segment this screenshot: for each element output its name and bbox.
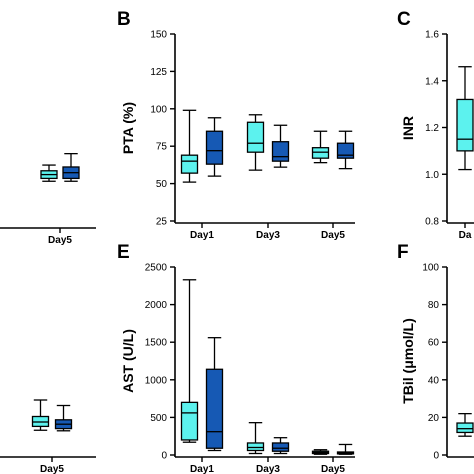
box-dark-Day5	[62, 152, 80, 182]
box-light-Day3	[246, 422, 265, 455]
y-tick-label: 500	[150, 413, 167, 424]
box-dark-Day5	[54, 404, 73, 432]
panel-letter-e: E	[117, 242, 130, 263]
y-axis-title: AST (U/L)	[120, 329, 136, 393]
box-dark-Day5	[336, 443, 355, 455]
y-tick-label: 75	[156, 142, 168, 153]
y-tick-label: 1000	[145, 375, 168, 386]
y-tick-label: 50	[156, 179, 168, 190]
x-tick-label-day5: Day5	[48, 235, 72, 246]
y-tick-label: 150	[150, 30, 167, 41]
box-light-Day5	[311, 449, 330, 455]
box-dark-Day1	[205, 117, 224, 177]
box-iqr	[311, 147, 330, 159]
y-axis-title: PTA (%)	[120, 102, 136, 154]
panel-d: Day5	[0, 399, 96, 474]
y-tick-label: 2500	[145, 263, 168, 274]
box-light-Day5	[40, 164, 58, 182]
y-tick-label: 2000	[145, 300, 168, 311]
y-axis-title: INR	[400, 116, 416, 140]
box-iqr	[336, 142, 355, 159]
panel-c: C 0.8 1.0 1.2 1.4 1.6 INR Da	[397, 9, 474, 241]
box-light-Day1	[180, 109, 199, 183]
box-iqr	[246, 442, 265, 452]
x-tick-label-day3: Day3	[256, 230, 280, 241]
y-tick-label: 100	[422, 263, 439, 274]
box-iqr	[456, 422, 474, 434]
box-light-Da	[456, 66, 474, 171]
y-tick-label: 0	[433, 451, 439, 462]
box-light-Day3	[246, 114, 265, 171]
box-iqr	[205, 130, 224, 165]
x-tick-label-day5: Day5	[321, 464, 345, 474]
box-iqr	[246, 121, 265, 153]
box-light-cat	[456, 412, 474, 437]
panel-letter-f: F	[397, 242, 409, 263]
panel-letter-c: C	[397, 9, 411, 30]
x-tick-label-day1: Day1	[190, 464, 214, 474]
x-tick-label-day3: Day3	[256, 464, 280, 474]
box-dark-Day5	[336, 130, 355, 170]
box-light-Day1	[180, 279, 199, 443]
y-tick-label: 20	[428, 413, 440, 424]
y-tick-label: 80	[428, 300, 440, 311]
y-tick-label: 60	[428, 338, 440, 349]
x-tick-label-day1: Day1	[190, 230, 214, 241]
panel-a: Day5	[0, 152, 96, 246]
box-dark-Day3	[271, 124, 290, 168]
box-iqr	[205, 368, 224, 449]
panel-e: E 0 500 1000 1500 2000 2500 AST (U/L) Day1 Day3 Da…	[117, 242, 355, 474]
box-light-Day5	[311, 130, 330, 164]
box-dark-Day1	[205, 337, 224, 452]
box-light-Day5	[31, 399, 50, 431]
x-tick-label-day5: Day5	[40, 464, 64, 474]
y-tick-label: 1.4	[425, 76, 439, 87]
y-axis-title: TBil (μmol/L)	[400, 318, 416, 404]
y-tick-label: 1.6	[425, 30, 439, 41]
x-tick-label-da: Da	[459, 230, 472, 241]
y-tick-label: 1.0	[425, 170, 439, 181]
y-tick-label: 25	[156, 217, 168, 228]
box-iqr	[456, 98, 474, 152]
x-tick-label-day5: Day5	[321, 230, 345, 241]
box-iqr	[180, 401, 199, 441]
box-iqr	[271, 442, 290, 452]
y-tick-label: 40	[428, 375, 440, 386]
panel-f: F 0 20 40 60 80 100 TBil (μmol/L)	[397, 242, 474, 462]
y-tick-label: 1500	[145, 338, 168, 349]
box-iqr	[271, 141, 290, 162]
y-tick-label: 0	[161, 451, 167, 462]
box-iqr	[180, 154, 199, 174]
y-tick-label: 0.8	[425, 217, 439, 228]
panel-b: B 25 50 75 100 125 150 PTA (%) Day1 Day3 Day5	[117, 9, 355, 241]
panel-letter-b: B	[117, 9, 131, 30]
y-tick-label: 125	[150, 67, 167, 78]
y-tick-label: 100	[150, 104, 167, 115]
box-dark-Day3	[271, 437, 290, 455]
y-tick-label: 1.2	[425, 123, 439, 134]
